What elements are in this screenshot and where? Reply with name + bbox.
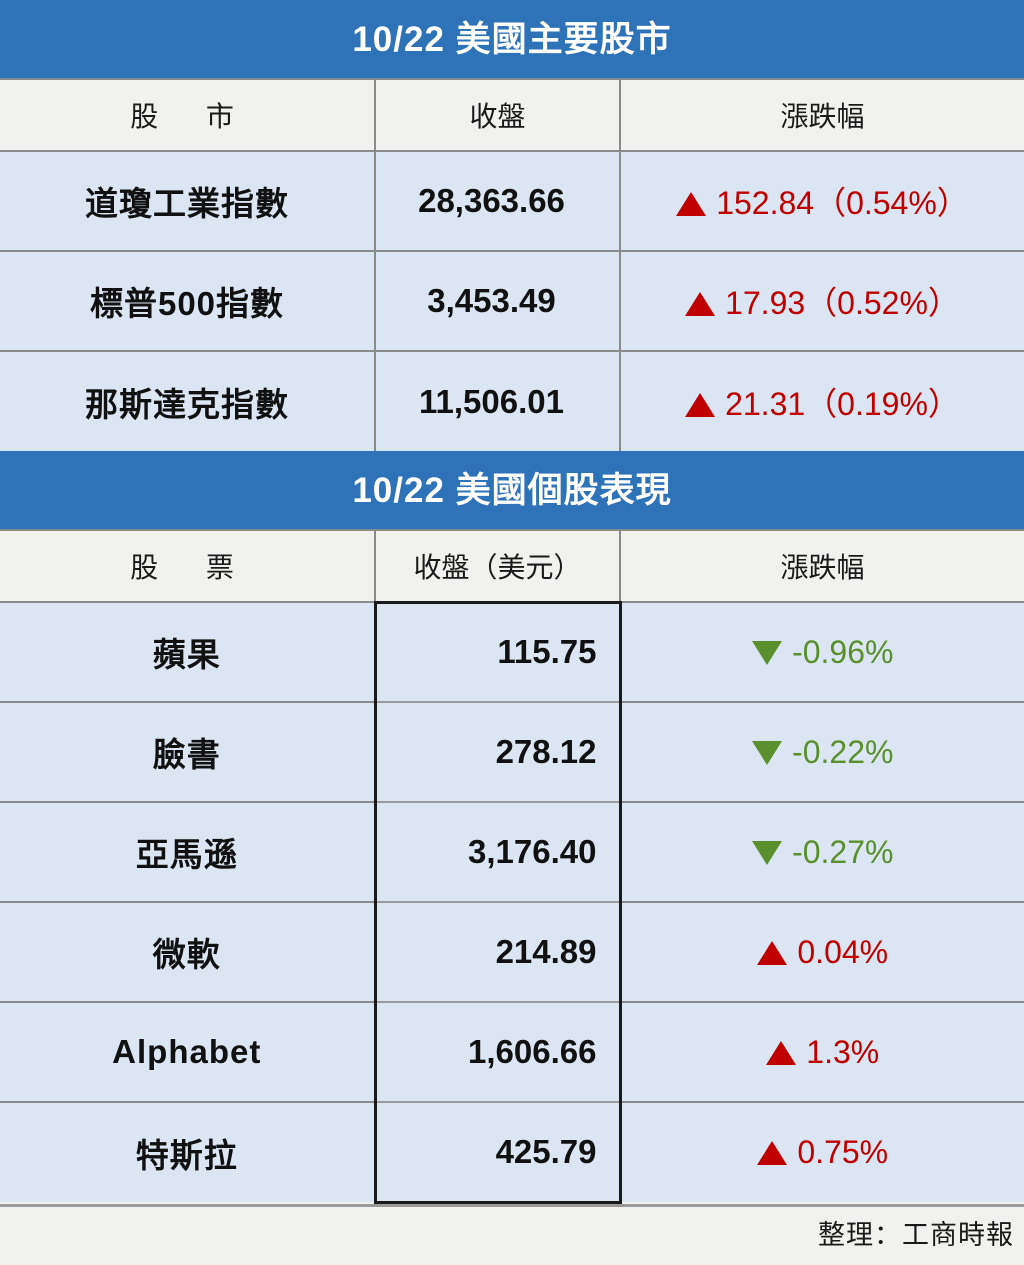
stocks-table-header-row: 股 票 收盤（美元） 漲跌幅 xyxy=(0,529,1024,604)
triangle-down-icon xyxy=(752,740,783,765)
table-row: Alphabet 1,606.66 1.3% xyxy=(0,1002,1024,1103)
table-row: 蘋果 115.75 -0.96% xyxy=(0,602,1024,703)
footer: 整理：工商時報 xyxy=(0,1206,1024,1259)
market-change-cell: 17.93（0.52%） xyxy=(620,251,1024,352)
stock-change-cell: -0.27% xyxy=(620,802,1024,903)
market-close-cell: 11,506.01 xyxy=(375,351,621,451)
market-col-header-close-label: 收盤 xyxy=(469,101,526,132)
market-col-header-name: 股 市 xyxy=(0,78,376,152)
stocks-table: 股 票 收盤（美元） 漲跌幅 蘋果 115.75 -0.96% 臉書 278.12 -0.… xyxy=(0,529,1024,1204)
market-change-text: 21.31（0.19%） xyxy=(725,385,960,422)
table-row: 臉書 278.12 -0.22% xyxy=(0,702,1024,803)
stock-change-cell: -0.22% xyxy=(620,702,1024,803)
table-row: 微軟 214.89 0.04% xyxy=(0,902,1024,1003)
stock-change-text: -0.27% xyxy=(792,833,894,870)
triangle-up-icon xyxy=(676,192,707,216)
stock-change-text: -0.22% xyxy=(792,733,894,770)
market-name-cell: 那斯達克指數 xyxy=(0,351,376,451)
market-col-header-name-label: 股 市 xyxy=(130,101,244,132)
table-row: 特斯拉 425.79 0.75% xyxy=(0,1102,1024,1204)
source-credit: 整理：工商時報 xyxy=(818,1220,1014,1250)
stock-close-cell: 425.79 xyxy=(373,1102,622,1204)
market-name-cell: 標普500指數 xyxy=(0,251,376,352)
triangle-up-icon xyxy=(757,1141,788,1165)
market-change-text: 152.84（0.54%） xyxy=(716,185,969,221)
footer-divider xyxy=(0,1203,1024,1207)
stock-close-cell: 3,176.40 xyxy=(373,802,622,903)
stock-change-text: 0.75% xyxy=(797,1134,889,1170)
stock-name-cell: 微軟 xyxy=(0,902,376,1003)
stocks-table-body: 蘋果 115.75 -0.96% 臉書 278.12 -0.22% 亞馬遜 3,176.40 -… xyxy=(0,602,1024,1204)
stocks-col-header-name-label: 股 票 xyxy=(130,552,244,583)
triangle-down-icon xyxy=(752,640,783,665)
triangle-up-icon xyxy=(685,292,716,316)
stock-name-cell: 臉書 xyxy=(0,702,376,803)
market-table-header-row: 股 市 收盤 漲跌幅 xyxy=(0,78,1024,152)
stock-name-cell: 亞馬遜 xyxy=(0,802,376,903)
market-table-body: 道瓊工業指數 28,363.66 152.84（0.54%） 標普500指數 3,453… xyxy=(0,151,1024,451)
stocks-col-header-change-label: 漲跌幅 xyxy=(780,552,865,583)
stock-close-cell: 115.75 xyxy=(373,602,622,703)
stocks-col-header-close-label: 收盤（美元） xyxy=(413,551,582,583)
stock-change-text: 0.04% xyxy=(797,933,889,970)
triangle-down-icon xyxy=(752,840,783,865)
market-name-cell: 道瓊工業指數 xyxy=(0,151,376,252)
stocks-col-header-change: 漲跌幅 xyxy=(620,529,1024,603)
stock-name-cell: 蘋果 xyxy=(0,602,376,703)
market-table: 股 市 收盤 漲跌幅 道瓊工業指數 28,363.66 152.84（0.54%） 標… xyxy=(0,78,1024,451)
stock-change-cell: 0.04% xyxy=(620,902,1024,1003)
stock-change-cell: 1.3% xyxy=(620,1002,1024,1103)
table-row: 標普500指數 3,453.49 17.93（0.52%） xyxy=(0,251,1024,352)
market-change-cell: 21.31（0.19%） xyxy=(620,351,1024,451)
market-close-cell: 3,453.49 xyxy=(375,251,621,352)
stock-close-cell: 1,606.66 xyxy=(373,1002,622,1103)
market-close-cell: 28,363.66 xyxy=(375,151,621,252)
triangle-up-icon xyxy=(757,940,788,965)
stock-name-cell: 特斯拉 xyxy=(0,1102,376,1202)
market-change-text: 17.93（0.52%） xyxy=(725,285,960,321)
stocks-col-header-close: 收盤（美元） xyxy=(375,529,621,604)
table-row: 那斯達克指數 11,506.01 21.31（0.19%） xyxy=(0,351,1024,451)
stock-name-cell: Alphabet xyxy=(0,1002,376,1103)
market-change-cell: 152.84（0.54%） xyxy=(620,151,1024,252)
table-row: 道瓊工業指數 28,363.66 152.84（0.54%） xyxy=(0,151,1024,252)
stock-change-text: 1.3% xyxy=(806,1033,880,1070)
stocks-col-header-name: 股 票 xyxy=(0,529,376,603)
stock-change-cell: -0.96% xyxy=(620,602,1024,703)
triangle-up-icon xyxy=(685,392,716,417)
stock-close-cell: 278.12 xyxy=(373,702,622,803)
stock-close-cell: 214.89 xyxy=(373,902,622,1003)
stock-change-text: -0.96% xyxy=(792,633,894,670)
stocks-section-title: 10/22 美國個股表現 xyxy=(0,451,1024,529)
stock-change-cell: 0.75% xyxy=(620,1102,1024,1202)
market-col-header-change: 漲跌幅 xyxy=(620,78,1024,152)
market-section-title: 10/22 美國主要股市 xyxy=(0,0,1024,78)
market-col-header-close: 收盤 xyxy=(375,78,621,152)
triangle-up-icon xyxy=(766,1040,797,1065)
table-row: 亞馬遜 3,176.40 -0.27% xyxy=(0,802,1024,903)
market-col-header-change-label: 漲跌幅 xyxy=(780,101,865,132)
